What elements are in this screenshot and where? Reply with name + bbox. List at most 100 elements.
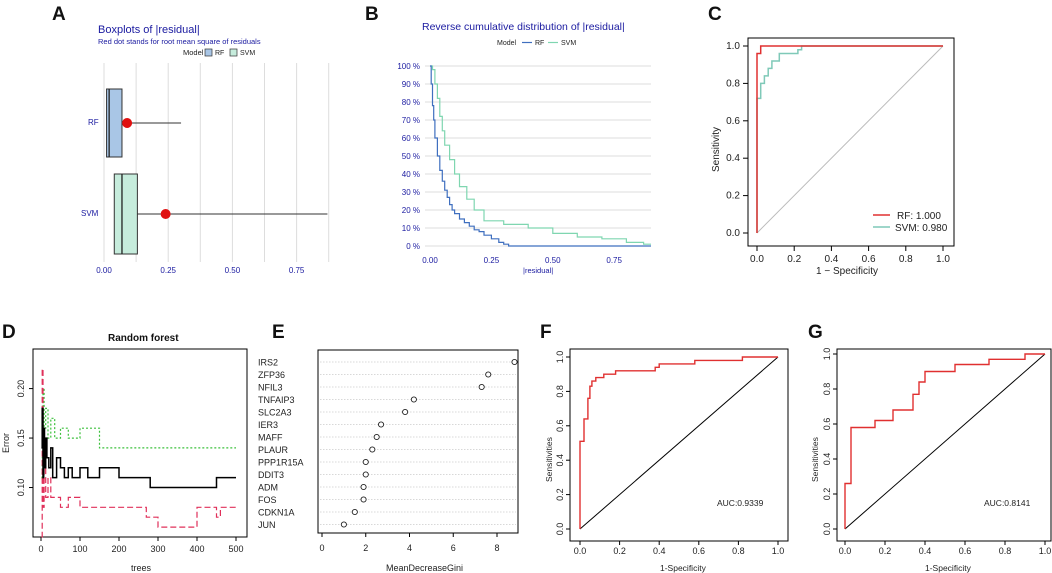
x-tick-e: 6 [451,543,456,553]
x-tick-a: 0.75 [289,266,305,275]
panel-label-b: B [365,4,379,25]
x-tick-c: 0.4 [824,254,838,265]
panel-d-lines [41,368,236,538]
box-svm [113,173,138,255]
legend-key-rf [204,48,213,57]
y-tick-b: 60 % [402,134,420,143]
feature-label: ZFP36 [258,370,285,380]
panel-d-x-label: trees [131,563,152,573]
y-tick-c: 0.4 [726,153,740,164]
importance-dot [373,433,380,441]
box-rf [106,88,123,158]
x-tick-d: 100 [72,544,87,554]
panel-a-category-rf: RF [88,118,99,127]
x-tick: 0.0 [574,546,587,556]
panel-b-legend-rf: RF [535,40,544,47]
panel-c-ticks: 0.0 0.2 0.4 0.6 0.8 1.0 0.0 0.2 0.4 0.6 0.8 1.0 [726,41,950,265]
panel-label-f: F [540,322,552,343]
x-tick: 0.6 [693,546,706,556]
series-line-rf [430,65,651,247]
x-tick-d: 0 [38,544,43,554]
panel-c-x-label: 1 − Specificity [816,266,878,277]
panel-b-legend-title: Model [497,40,517,47]
panel-a-legend-title: Model [183,48,204,57]
importance-dot [369,446,376,453]
panel-d-ticks: 0 100 200 300 400 500 0.10 0.15 0.20 [16,380,244,554]
panel-a-legend-svm: SVM [240,50,255,57]
legend-key-svm [229,48,238,57]
roc-line-svm [756,45,943,233]
panel-d: D Random forest 0 100 200 300 400 500 0.10 0.15… [1,322,248,573]
feature-label: IER3 [258,420,278,430]
x-tick-d: 200 [111,544,126,554]
y-tick: 1.0 [822,348,832,361]
x-tick-b: 0.25 [484,256,500,265]
x-tick: 0.4 [919,546,932,556]
panel-a-grid [103,63,330,262]
panel-e: E IRS2 ZFP36 NFIL3 TNFAIP3 SLC2A3 IER3 MAFF PLA… [258,322,519,573]
panel-b-ticks: 0 % 10 % 20 % 30 % 40 % 50 % 60 % 70 % 80 % 90 % 1… [397,62,622,265]
y-tick-b: 10 % [402,224,420,233]
panel-a-boxes [106,88,328,255]
rmse-dot-rf [122,118,133,128]
y-tick-b: 30 % [402,188,420,197]
x-tick: 0.8 [732,546,745,556]
panel-e-frame [317,349,519,534]
panel-d-y-label: Error [1,433,11,453]
y-tick-c: 0.2 [726,191,740,202]
x-tick-b: 0.50 [545,256,561,265]
y-tick-d: 0.15 [16,429,26,447]
x-tick-c: 0.8 [899,254,913,265]
x-tick-d: 500 [228,544,243,554]
y-tick: 0.4 [555,454,565,467]
y-tick-b: 0 % [406,242,420,251]
x-tick: 0.6 [959,546,972,556]
panel-label-e: E [272,322,285,343]
y-tick: 1.0 [555,351,565,364]
feature-label: DDIT3 [258,470,284,480]
feature-label: ADM [258,483,278,493]
panel-d-title: Random forest [108,333,179,344]
feature-label: TNFAIP3 [258,395,295,405]
y-tick-c: 1.0 [726,41,740,52]
y-tick-d: 0.20 [16,380,26,398]
panel-a-title: Boxplots of |residual| [98,24,200,36]
importance-dot [351,508,358,516]
x-tick-e: 0 [319,543,324,553]
panel-label-a: A [52,4,66,25]
panel-a: A Boxplots of |residual| Red dot stands … [52,4,330,275]
error-line-class-2 [41,388,236,479]
x-tick-e: 8 [494,543,499,553]
importance-dot [340,521,347,528]
importance-dot [360,496,367,503]
feature-label: MAFF [258,433,283,443]
x-tick-c: 1.0 [936,254,950,265]
roc-line-g [844,353,1045,529]
x-tick: 1.0 [772,546,785,556]
panel-f-lines [579,356,779,530]
y-tick-b: 70 % [402,116,420,125]
panel-g-frame [836,348,1052,542]
importance-dot [362,471,369,478]
x-tick: 0.0 [839,546,852,556]
feature-label: CDKN1A [258,508,295,518]
roc-line-rf [756,45,943,233]
x-tick: 0.2 [879,546,892,556]
panel-e-dots: IRS2 ZFP36 NFIL3 TNFAIP3 SLC2A3 IER3 MAFF PLAUR… [258,358,518,530]
panel-a-legend-rf: RF [215,50,224,57]
importance-dot [485,371,492,378]
x-tick-b: 0.75 [606,256,622,265]
y-tick: 0.6 [822,418,832,431]
panel-e-x-label: MeanDecreaseGini [386,563,463,573]
rmse-dot-svm [160,209,171,219]
panel-b-legend-svm: SVM [561,40,576,47]
feature-label: FOS [258,495,277,505]
panel-a-x-ticks: 0.00 0.25 0.50 0.75 [96,266,305,275]
y-tick: 0.8 [555,385,565,398]
panel-c-lines [756,45,944,234]
importance-dot [478,383,485,391]
importance-dot [362,458,369,466]
panel-b-x-label: |residual| [523,266,553,275]
x-tick: 0.8 [999,546,1012,556]
x-tick-d: 400 [189,544,204,554]
